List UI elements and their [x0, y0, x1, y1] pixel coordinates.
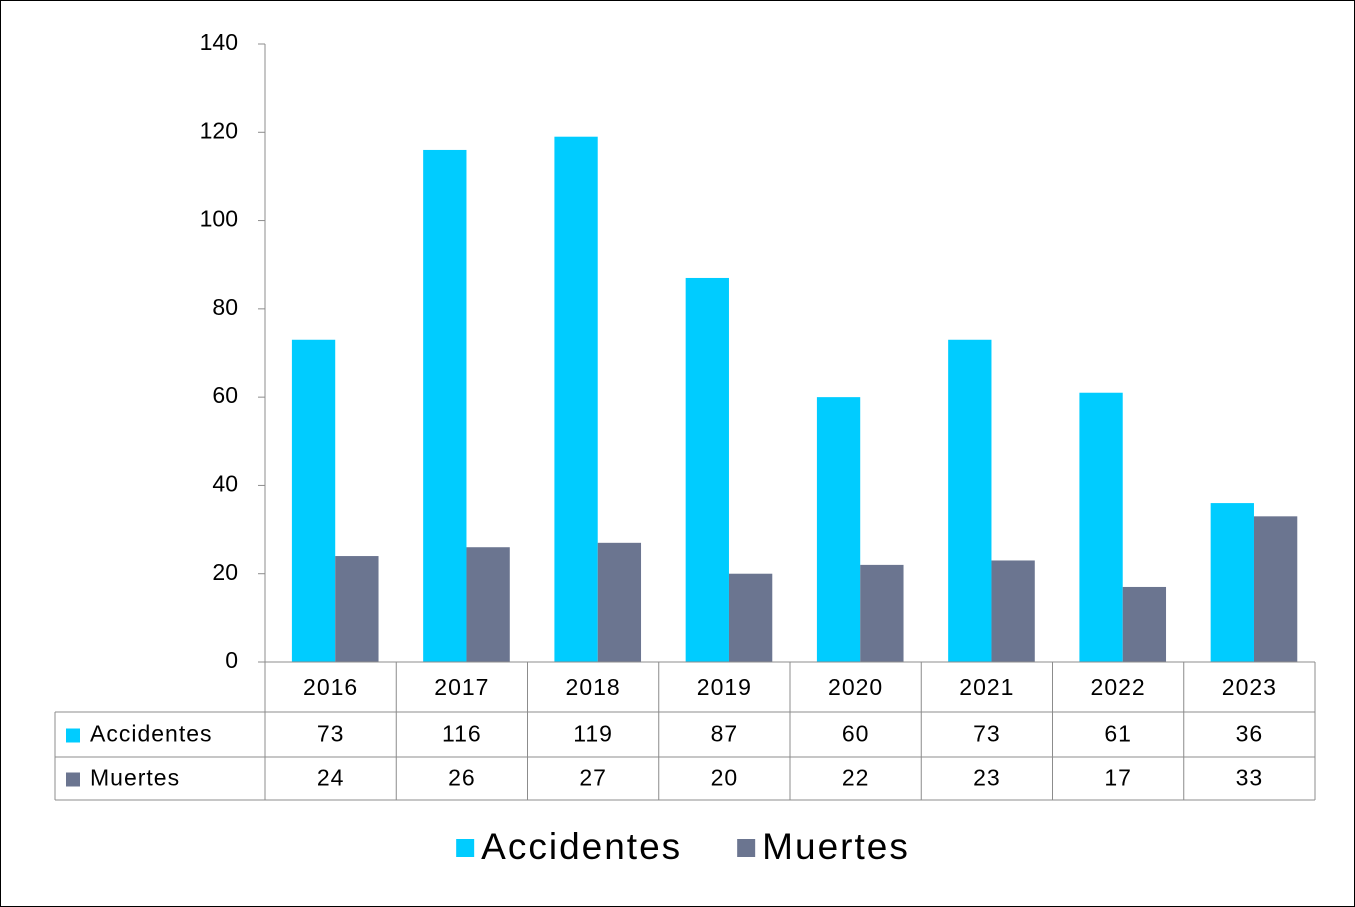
bar — [1122, 586, 1167, 662]
bar — [1079, 392, 1123, 662]
x-tick-label: 2020 — [828, 674, 883, 700]
y-tick-label: 140 — [200, 29, 238, 55]
bar — [991, 560, 1035, 662]
y-tick-label: 100 — [200, 206, 238, 232]
table-row-label: Muertes — [90, 765, 180, 791]
bar — [728, 573, 773, 662]
bar — [948, 339, 992, 662]
x-tick-label: 2018 — [566, 674, 621, 700]
legend: Accidentes Muertes — [456, 826, 910, 867]
table-legend-key — [66, 772, 80, 787]
x-tick-label: 2019 — [697, 674, 752, 700]
bar — [335, 556, 379, 662]
legend-key — [456, 839, 475, 857]
table-value: 22 — [842, 765, 870, 791]
table-value: 87 — [711, 721, 739, 747]
table-value: 23 — [973, 765, 1001, 791]
table-legend-key — [66, 728, 80, 743]
y-tick-label: 120 — [200, 117, 238, 143]
x-tick-label: 2023 — [1222, 674, 1277, 700]
table-value: 33 — [1236, 765, 1264, 791]
x-tick-label: 2022 — [1091, 674, 1146, 700]
bar — [685, 277, 729, 662]
table-value: 60 — [842, 721, 870, 747]
table-value: 24 — [317, 765, 345, 791]
table-value: 61 — [1104, 721, 1132, 747]
table-value: 20 — [711, 765, 739, 791]
bar — [554, 136, 598, 662]
table-value: 26 — [448, 765, 476, 791]
table-value: 73 — [317, 721, 345, 747]
table-value: 116 — [442, 721, 482, 747]
bar — [597, 542, 642, 662]
table-value: 73 — [973, 721, 1001, 747]
bar — [423, 149, 467, 662]
bar — [291, 339, 336, 662]
x-tick-label: 2016 — [303, 674, 358, 700]
bar — [1253, 516, 1298, 662]
bar — [816, 397, 861, 662]
y-tick-label: 40 — [212, 471, 238, 497]
bar — [860, 564, 904, 662]
table-row-label: Accidentes — [90, 721, 213, 747]
legend-label: Muertes — [762, 826, 910, 867]
table-value: 119 — [573, 721, 613, 747]
table-value: 17 — [1104, 765, 1132, 791]
legend-label: Accidentes — [481, 826, 682, 867]
bar — [1210, 503, 1254, 662]
x-tick-label: 2017 — [434, 674, 489, 700]
legend-key — [737, 839, 756, 857]
table-value: 27 — [579, 765, 607, 791]
y-tick-label: 60 — [212, 382, 238, 408]
y-tick-label: 20 — [212, 559, 238, 585]
y-tick-label: 0 — [225, 647, 238, 673]
bar — [466, 547, 510, 662]
x-tick-label: 2021 — [959, 674, 1014, 700]
y-tick-label: 80 — [212, 294, 238, 320]
table-value: 36 — [1236, 721, 1264, 747]
